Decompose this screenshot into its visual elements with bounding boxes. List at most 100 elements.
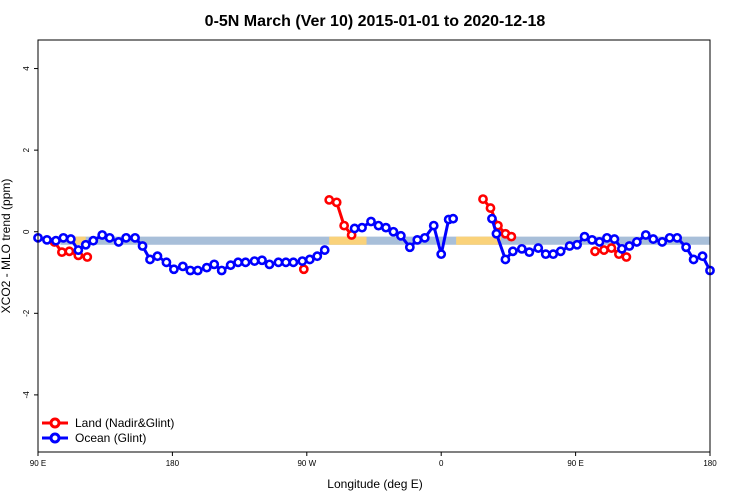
ocean-data-point	[500, 254, 511, 265]
ocean-data-point	[616, 243, 627, 254]
ocean-data-point	[65, 234, 76, 244]
land-data-point	[485, 203, 496, 213]
ocean-data-point	[366, 216, 376, 227]
land-data-point	[339, 220, 350, 231]
ocean-data-point	[533, 243, 544, 253]
y-tick-label: -2	[22, 309, 31, 317]
land-data-point	[331, 197, 342, 208]
chart-title: 0-5N March (Ver 10) 2015-01-01 to 2020-1…	[205, 13, 546, 30]
ocean-data-point	[395, 230, 406, 241]
x-tick-label: 90 W	[297, 459, 316, 468]
legend-land-label: Land (Nadir&Glint)	[75, 416, 174, 430]
ocean-data-point	[273, 257, 284, 268]
land-data-point	[590, 246, 600, 257]
ocean-data-point	[288, 257, 299, 268]
ocean-data-point	[688, 254, 699, 265]
legend-land-marker	[49, 417, 61, 429]
land-data-point	[298, 264, 309, 275]
ocean-band	[60, 236, 710, 245]
x-axis-label: Longitude (deg E)	[327, 477, 422, 491]
y-tick-label: -4	[22, 391, 31, 399]
ocean-data-point	[572, 239, 582, 250]
ocean-data-point	[404, 242, 415, 253]
ocean-data-point	[58, 232, 69, 243]
ocean-data-point	[631, 237, 642, 247]
ocean-data-point	[524, 247, 535, 258]
ocean-data-point	[201, 262, 212, 273]
ocean-data-point	[104, 232, 115, 243]
ocean-data-point	[697, 251, 708, 262]
legend-ocean-marker	[49, 432, 61, 444]
ocean-data-point	[648, 234, 659, 244]
land-data-point	[324, 195, 335, 205]
ocean-data-point	[657, 237, 668, 247]
y-tick-label: 0	[22, 229, 31, 234]
ocean-data-point	[357, 222, 367, 233]
legend: Land (Nadir&Glint) Ocean (Glint)	[42, 416, 174, 445]
ocean-data-point	[152, 251, 163, 262]
ocean-data-point	[602, 232, 612, 243]
ocean-data-point	[225, 260, 236, 271]
ocean-data-point	[640, 230, 651, 240]
land-band	[329, 236, 367, 245]
ocean-data-point	[349, 223, 360, 234]
x-tick-label: 0	[439, 459, 444, 468]
ocean-data-point	[145, 254, 155, 265]
x-tick-label: 90 E	[567, 459, 583, 468]
ocean-data-point	[51, 235, 61, 246]
ocean-data-point	[412, 234, 423, 245]
ocean-data-point	[419, 232, 430, 243]
x-tick-label: 90 E	[30, 459, 46, 468]
ocean-data-point	[312, 251, 323, 262]
legend-ocean-label: Ocean (Glint)	[75, 431, 146, 445]
ocean-data-point	[257, 255, 267, 266]
y-tick-label: 4	[22, 66, 31, 71]
ocean-data-point	[280, 257, 291, 268]
ocean-data-point	[428, 220, 439, 231]
ocean-data-point	[80, 239, 91, 250]
ocean-data-point	[587, 234, 597, 245]
ocean-data-point	[216, 265, 227, 276]
ocean-data-point	[249, 256, 260, 266]
ocean-data-point	[487, 213, 497, 224]
ocean-data-point	[594, 237, 605, 247]
ocean-data-point	[185, 265, 196, 276]
y-tick-label: 2	[22, 147, 31, 152]
ocean-data-point	[192, 265, 203, 276]
ocean-data-point	[97, 230, 108, 240]
land-data-point	[506, 231, 517, 242]
ocean-data-point	[540, 249, 551, 260]
ocean-data-point	[507, 246, 518, 257]
land-data-point	[64, 246, 75, 257]
ocean-data-point	[373, 220, 384, 231]
x-tick-label: 180	[703, 459, 717, 468]
land-band	[72, 236, 86, 245]
ocean-data-point	[264, 259, 275, 270]
ocean-data-point	[304, 254, 315, 265]
x-tick-label: 180	[166, 459, 180, 468]
ocean-data-point	[579, 231, 590, 242]
ocean-data-point	[88, 235, 99, 246]
ocean-data-point	[491, 228, 502, 239]
land-data-point	[606, 243, 617, 253]
ocean-data-point	[233, 257, 244, 268]
land-data-point	[82, 252, 93, 262]
series-layer	[33, 194, 715, 276]
ocean-data-point	[42, 234, 52, 245]
axis-ticks: 90 E 180 90 W 0 90 E 180 -4 -2 0 2 4	[22, 66, 717, 468]
ocean-data-point	[137, 241, 148, 251]
ocean-data-point	[564, 241, 575, 251]
ocean-data-point	[177, 261, 188, 272]
ocean-data-point	[161, 257, 172, 268]
ocean-data-point	[168, 264, 179, 275]
ocean-data-point	[672, 232, 683, 243]
plot-frame	[37, 39, 711, 453]
ocean-data-point	[681, 242, 692, 253]
ocean-data-point	[121, 232, 132, 243]
ocean-data-point	[448, 213, 459, 224]
ocean-data-point	[113, 237, 124, 247]
ocean-data-point	[388, 226, 399, 237]
ocean-data-point	[319, 245, 330, 255]
ocean-data-point	[381, 222, 391, 233]
